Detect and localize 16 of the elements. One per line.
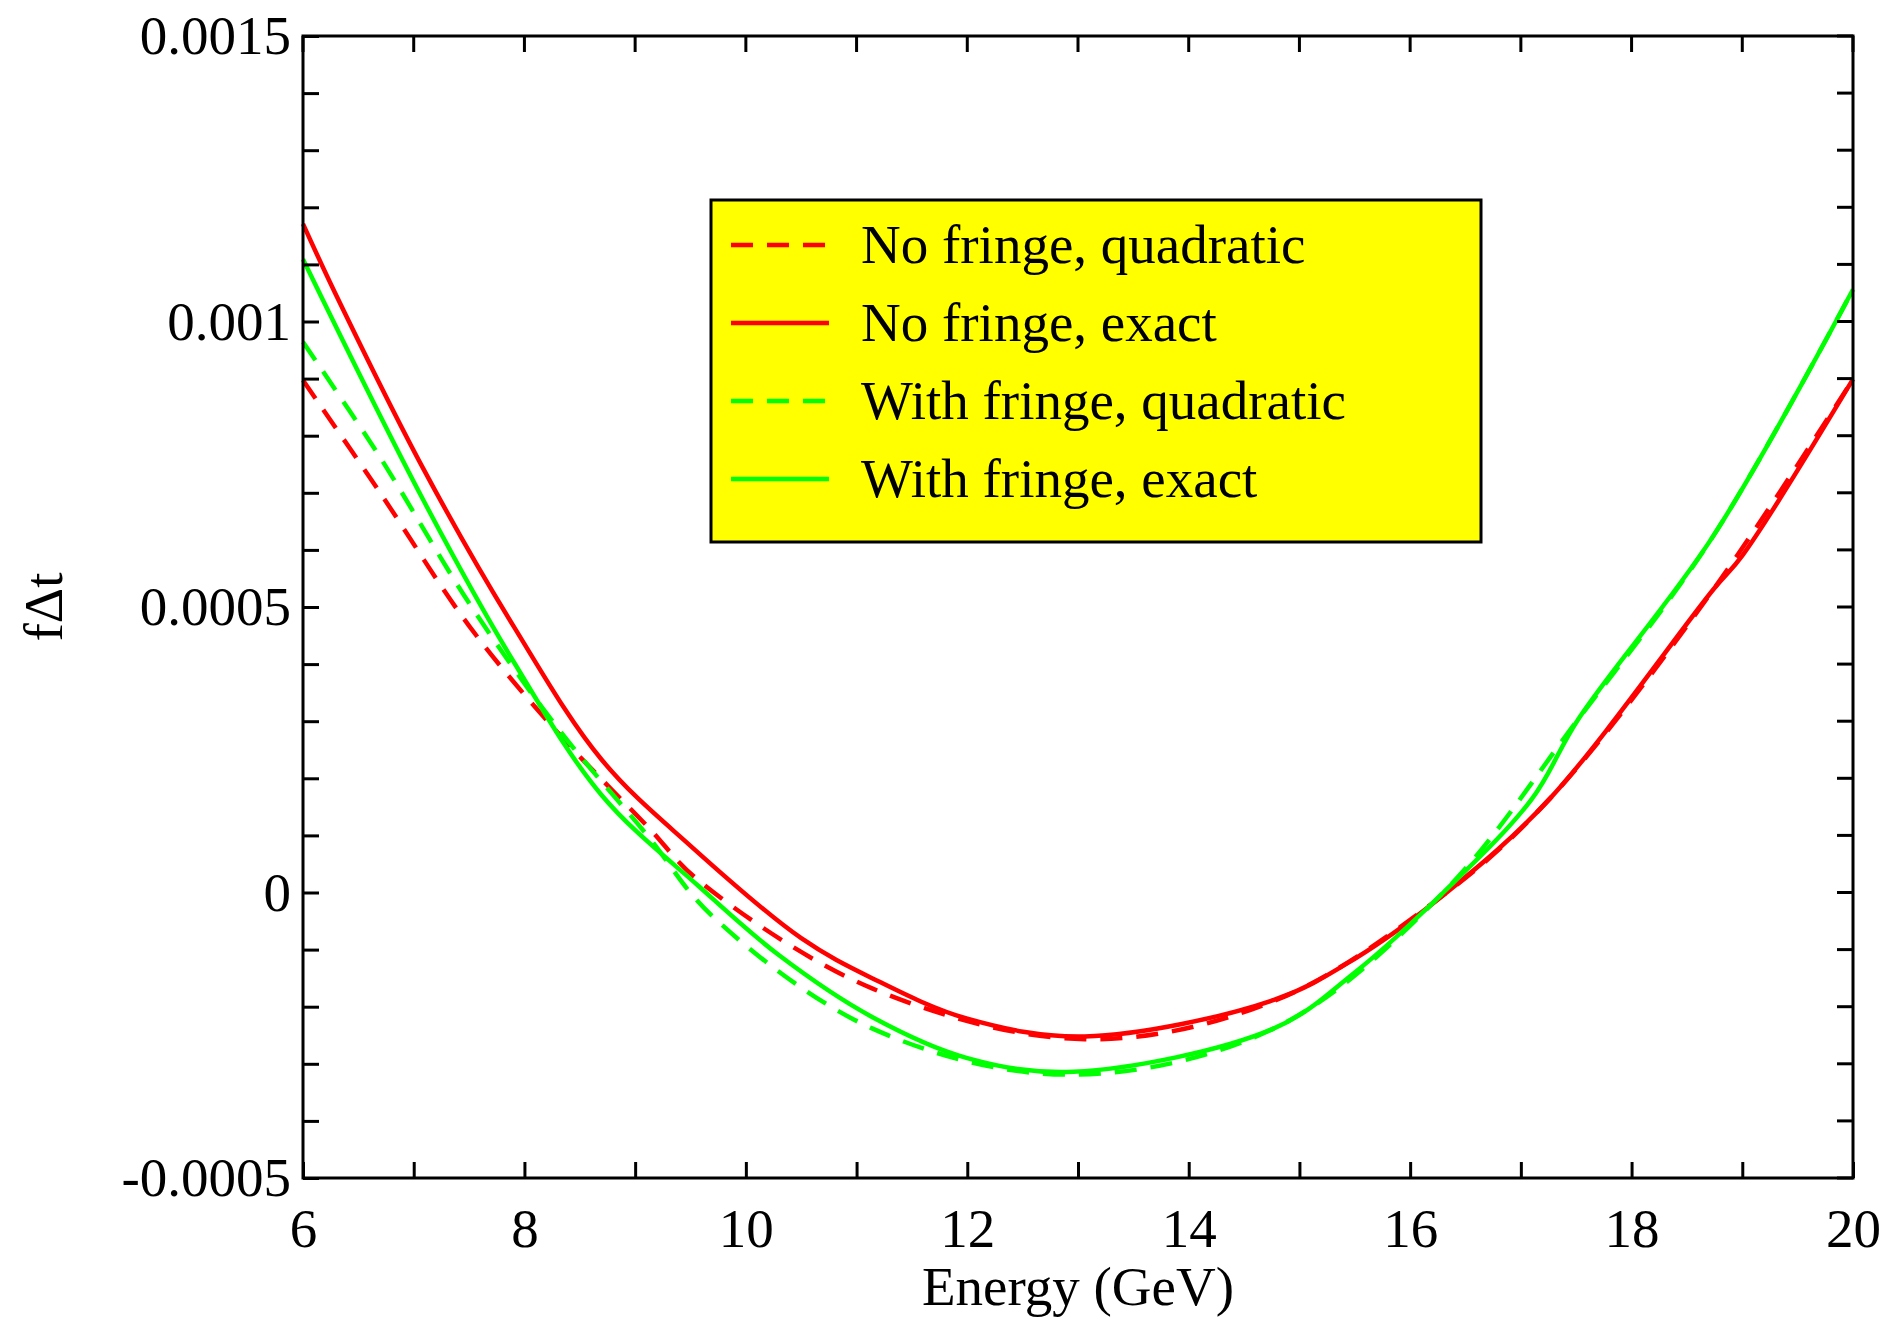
x-tick-label: 18 bbox=[1604, 1198, 1660, 1260]
y-tick-label: 0.0015 bbox=[139, 5, 291, 67]
y-tick-label: 0.001 bbox=[167, 290, 291, 352]
y-tick-label: -0.0005 bbox=[121, 1147, 291, 1209]
legend-label: With fringe, exact bbox=[861, 448, 1258, 509]
x-tick-label: 10 bbox=[718, 1198, 774, 1260]
legend-label: No fringe, exact bbox=[861, 292, 1217, 353]
y-tick-label: 0 bbox=[263, 861, 291, 923]
x-tick-label: 8 bbox=[511, 1198, 539, 1260]
y-axis-title: fΔt bbox=[13, 572, 74, 642]
y-tick-label: 0.0005 bbox=[139, 576, 291, 638]
legend-label: With fringe, quadratic bbox=[861, 370, 1346, 431]
legend-label: No fringe, quadratic bbox=[861, 214, 1306, 275]
x-tick-label: 16 bbox=[1383, 1198, 1439, 1260]
x-tick-label: 6 bbox=[289, 1198, 318, 1260]
x-tick-label: 20 bbox=[1826, 1198, 1881, 1260]
